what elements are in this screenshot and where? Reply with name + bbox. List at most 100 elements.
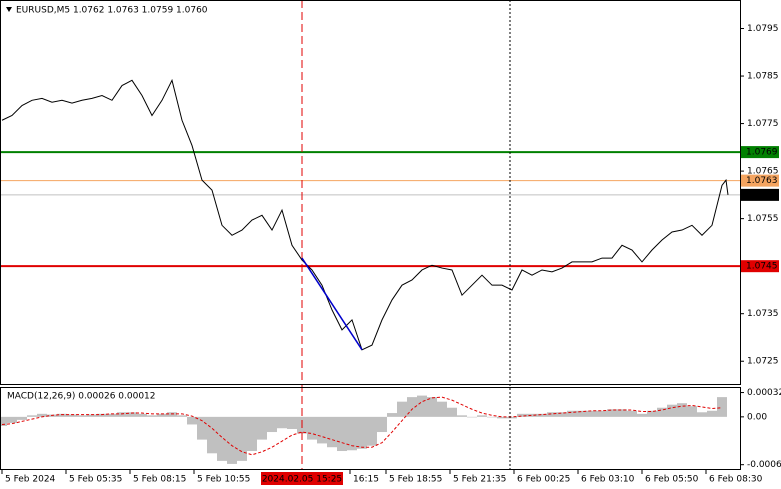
macd-bar — [597, 410, 607, 417]
macd-bar — [627, 410, 637, 417]
macd-bar — [7, 416, 17, 423]
macd-bar — [447, 407, 457, 417]
macd-bar — [477, 415, 487, 417]
trend-line — [301, 257, 363, 351]
macd-bar — [227, 416, 237, 464]
macd-bar — [467, 416, 477, 418]
macd-signal — [1, 396, 723, 456]
x-tick-label: 5 Feb 10:55 — [197, 475, 250, 485]
macd-bar — [647, 410, 657, 417]
macd-title: MACD(12,26,9) 0.00026 0.00012 — [7, 392, 156, 402]
macd-bar — [707, 410, 717, 417]
x-tick-label: 5 Feb 21:35 — [453, 475, 506, 485]
macd-bar — [617, 409, 627, 417]
level-label: 1.0763 — [746, 176, 778, 186]
macd-bar — [337, 416, 347, 452]
y-tick-label: 1.0725 — [747, 357, 779, 367]
macd-bar — [17, 416, 27, 420]
macd-bar — [327, 416, 337, 448]
macd-bar — [687, 406, 697, 417]
macd-bar — [157, 413, 167, 417]
x-tick-label: 6 Feb 08:30 — [709, 475, 763, 485]
macd-bar — [547, 412, 557, 417]
x-tick-label: 5 Feb 05:35 — [69, 475, 122, 485]
level-tag — [741, 260, 779, 273]
y-tick-label: 1.0755 — [747, 214, 779, 224]
macd-bar — [237, 416, 247, 461]
macd-bar — [267, 416, 277, 433]
macd-bar — [367, 416, 377, 446]
macd-bar — [37, 413, 47, 417]
macd-bar — [107, 413, 117, 417]
macd-bar — [257, 416, 267, 440]
macd-bar — [97, 413, 107, 417]
macd-bar — [537, 413, 547, 417]
macd-y-tick-label: 0.00032 — [747, 388, 781, 398]
macd-bar — [357, 416, 367, 449]
menu-triangle[interactable] — [6, 7, 12, 12]
y-tick-label: 1.0765 — [747, 167, 779, 177]
macd-bar — [177, 415, 187, 417]
macd-bar — [417, 395, 427, 417]
chart-title: EURUSD,M5 1.0762 1.0763 1.0759 1.0760 — [16, 6, 208, 16]
macd-bar — [577, 410, 587, 417]
macd-bar — [437, 401, 447, 417]
macd-bar — [317, 416, 327, 444]
macd-bar — [557, 412, 567, 417]
x-tick-label: 5 Feb 08:15 — [133, 475, 186, 485]
main-panel-border — [0, 0, 741, 385]
macd-bar — [217, 416, 227, 461]
macd-bar — [427, 397, 437, 417]
macd-bar — [77, 415, 87, 417]
macd-bar — [247, 416, 257, 452]
macd-bar — [127, 412, 137, 417]
macd-bar — [697, 412, 707, 417]
crosshair-tag — [261, 472, 343, 485]
macd-bar — [407, 397, 417, 417]
macd-bar — [87, 414, 97, 417]
plot-layer — [0, 0, 740, 470]
macd-bar — [207, 416, 217, 454]
macd-bar — [507, 416, 517, 419]
x-tick-label: 5 Feb 18:55 — [389, 475, 442, 485]
macd-bar — [277, 416, 287, 429]
macd-bar — [0, 416, 7, 426]
level-tag — [741, 146, 779, 159]
macd-panel-border — [0, 387, 741, 470]
level-label: 1.0769 — [746, 148, 778, 158]
macd-bar — [67, 414, 77, 417]
macd-bar — [677, 403, 687, 417]
x-tick-label: 16:15 — [353, 475, 379, 485]
macd-bar — [667, 404, 677, 417]
macd-bar — [347, 416, 357, 451]
macd-bar — [717, 397, 727, 417]
macd-bar — [587, 410, 597, 417]
y-tick-label: 1.0735 — [747, 309, 779, 319]
macd-y-tick-label: 0.00 — [747, 412, 767, 422]
macd-bar — [457, 415, 467, 417]
crosshair-label: 2024.02.05 15:25 — [262, 475, 342, 485]
level-tag — [741, 174, 779, 187]
macd-bar — [527, 413, 537, 417]
macd-bar — [517, 413, 527, 417]
level-label: 1.0760 — [746, 190, 778, 200]
level-label: 1.0745 — [746, 262, 778, 272]
macd-bar — [187, 416, 197, 425]
macd-bar — [147, 415, 157, 417]
macd-y-tick-label: -0.00063 — [747, 460, 781, 470]
x-tick-label: 6 Feb 05:50 — [645, 475, 699, 485]
macd-bar — [137, 413, 147, 417]
macd-bar — [487, 416, 497, 418]
x-tick-label: 6 Feb 03:10 — [581, 475, 635, 485]
x-tick-label: 6 Feb 00:25 — [517, 475, 570, 485]
macd-bar — [287, 416, 297, 429]
y-tick-label: 1.0775 — [747, 119, 779, 129]
macd-bar — [197, 416, 207, 440]
macd-bar — [637, 413, 647, 417]
macd-bar — [307, 416, 317, 440]
price-line — [1, 78, 729, 351]
level-tag — [741, 188, 779, 201]
macd-bar — [167, 412, 177, 417]
macd-bar — [117, 412, 127, 417]
macd-bar — [27, 415, 37, 417]
